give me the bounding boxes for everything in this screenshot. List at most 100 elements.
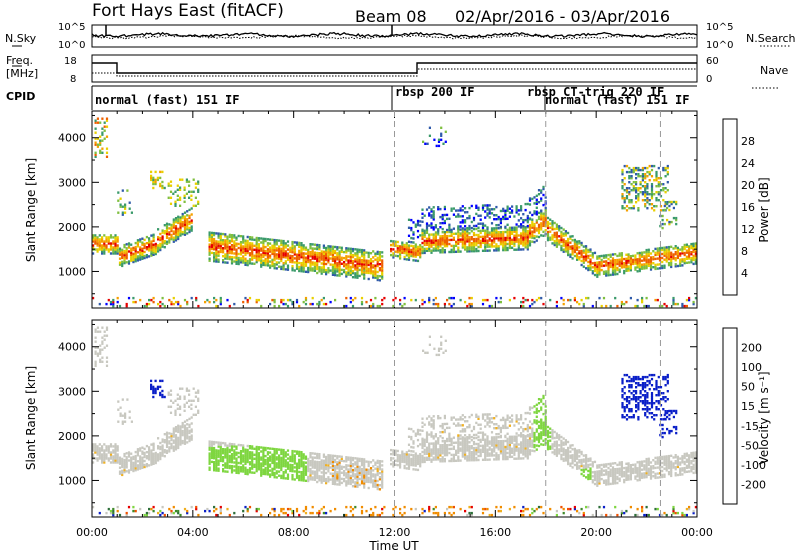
velocity-cell	[213, 463, 216, 466]
velocity-cell	[295, 474, 299, 477]
velocity-cell	[222, 450, 225, 453]
velocity-cell	[349, 466, 352, 470]
velocity-cell	[313, 476, 316, 479]
power-cell	[528, 211, 532, 214]
velocity-cell	[269, 473, 272, 476]
power-cell	[646, 183, 649, 186]
velocity-cell	[103, 459, 106, 462]
power-cell	[224, 233, 227, 236]
velocity-cell	[165, 441, 169, 444]
velocity-cell	[154, 461, 157, 465]
power-cell	[291, 240, 294, 244]
velocity-cell	[260, 513, 263, 517]
power-cell	[654, 267, 657, 271]
power-cell	[641, 251, 644, 254]
power-cell	[94, 236, 97, 239]
velocity-cell	[434, 505, 437, 509]
velocity-cell	[338, 455, 341, 458]
velocity-cell	[345, 480, 348, 483]
power-cell	[655, 177, 658, 180]
power-cell	[186, 226, 189, 229]
power-cell	[295, 241, 299, 244]
velocity-cell	[152, 446, 155, 449]
velocity-cell	[179, 429, 182, 432]
velocity-cell	[356, 467, 359, 470]
power-cell	[582, 304, 585, 308]
velocity-cell	[354, 477, 357, 480]
velocity-cell	[139, 507, 142, 511]
power-cell	[549, 230, 552, 233]
power-cell	[401, 249, 404, 252]
velocity-cell	[101, 449, 104, 452]
power-cell	[217, 258, 220, 261]
velocity-cell	[367, 468, 370, 472]
velocity-cell	[360, 480, 364, 483]
power-cell	[472, 224, 476, 228]
power-cell	[331, 247, 334, 250]
power-cell	[434, 237, 437, 240]
velocity-cell	[443, 439, 446, 443]
power-cell	[443, 205, 446, 209]
power-cell	[396, 246, 399, 250]
power-cell	[264, 259, 267, 263]
power-cell	[264, 245, 267, 249]
power-cell	[681, 250, 684, 253]
cpid-label: CPID	[6, 90, 35, 103]
power-cell	[655, 191, 658, 194]
power-cell	[645, 254, 648, 258]
power-cell	[618, 270, 621, 273]
power-cell	[264, 237, 267, 241]
velocity-cell	[309, 462, 312, 465]
power-cell	[347, 273, 350, 276]
velocity-cell	[183, 438, 187, 441]
power-cell	[349, 255, 352, 258]
power-cell	[649, 262, 653, 265]
velocity-cell	[298, 513, 301, 517]
power-cell	[318, 270, 321, 273]
power-cell	[264, 257, 267, 261]
velocity-cell	[233, 469, 236, 472]
power-cell	[325, 250, 328, 254]
power-cell	[488, 212, 491, 215]
power-cell	[150, 250, 153, 253]
velocity-cell	[130, 466, 133, 469]
velocity-cell	[264, 460, 267, 464]
power-cell	[607, 274, 610, 277]
power-cell	[304, 270, 308, 273]
power-cell	[499, 233, 502, 236]
power-cell	[186, 218, 189, 221]
power-cell	[439, 249, 442, 252]
velocity-cell	[316, 456, 319, 460]
power-cell	[620, 254, 623, 257]
power-cell	[246, 263, 249, 267]
power-cell	[533, 226, 536, 230]
power-cell	[190, 213, 193, 216]
velocity-cell	[257, 458, 260, 461]
velocity-cell	[410, 463, 413, 467]
power-cell	[179, 230, 182, 233]
power-cell	[103, 129, 106, 132]
velocity-cell	[105, 455, 108, 458]
power-cell	[470, 204, 473, 208]
power-cell	[280, 255, 283, 259]
power-cell	[369, 264, 373, 267]
power-cell	[145, 304, 148, 308]
velocity-cell	[244, 472, 247, 475]
power-cell	[273, 304, 276, 308]
power-cell	[298, 265, 301, 269]
velocity-cell	[334, 454, 337, 458]
power-cell	[602, 272, 606, 275]
velocity-cell	[168, 432, 171, 435]
power-cell	[461, 232, 464, 235]
power-cell	[535, 219, 538, 222]
velocity-cell	[331, 466, 334, 469]
velocity-cell	[98, 449, 101, 452]
power-cell	[127, 242, 131, 245]
velocity-cell	[369, 461, 373, 464]
velocity-cell	[394, 451, 397, 454]
power-cell	[134, 300, 137, 304]
velocity-cell	[412, 464, 415, 467]
power-cell	[163, 240, 166, 243]
velocity-cell	[392, 453, 395, 456]
